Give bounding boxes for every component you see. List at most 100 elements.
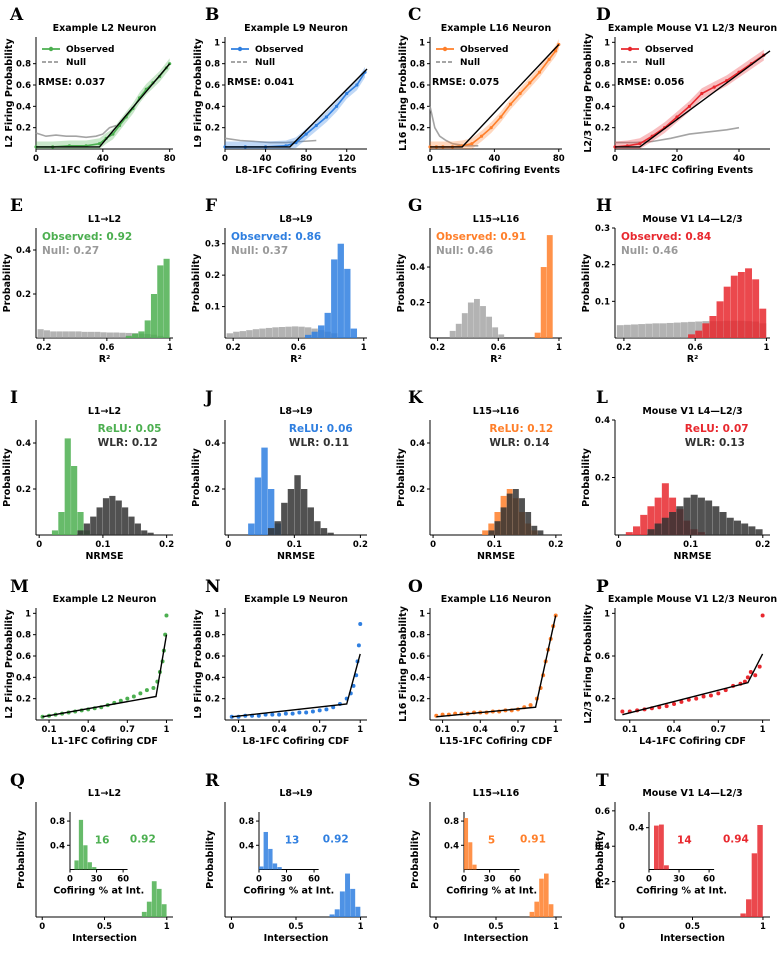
panel-H: H Mouse V1 L4—L2/3 0.2 0.6 1 0.1 0.2 0.3 R² Proba…: [581, 196, 770, 365]
bar: [43, 330, 50, 338]
x-axis-label: R²: [290, 354, 301, 365]
observed-point: [304, 710, 309, 715]
panel-label: J: [203, 388, 213, 408]
x-tick-label: 1: [164, 922, 170, 932]
legend-null-label: Null: [255, 58, 275, 68]
observed-point: [310, 709, 315, 714]
panel-label: P: [596, 577, 609, 597]
x-axis-label: Intersection: [264, 933, 329, 944]
y-tick-label: 1: [25, 609, 31, 619]
x-tick-label: 0.4: [667, 725, 682, 735]
bar: [294, 475, 301, 535]
legend-annotation: Null: 0.46: [436, 245, 493, 257]
observed-point: [304, 132, 308, 136]
bar: [285, 326, 292, 338]
inset: 0 30 60 0.4 Cofiring % at Int. 14: [629, 812, 727, 897]
observed-series-line: [430, 44, 560, 148]
x-tick-label: 1: [361, 343, 367, 353]
x-tick-label: 0.2: [159, 540, 174, 550]
panel-title: Mouse V1 L4—L2/3: [642, 406, 742, 417]
bar: [757, 825, 763, 917]
panel-N: N Example L9 Neuron 0.1 0.4 0.7 1 0.2 0.4 0.6 0.8…: [193, 577, 367, 747]
y-tick-label: 0.2: [595, 261, 610, 271]
plot-area: [226, 243, 358, 338]
x-tick-label: 0.1: [95, 540, 110, 550]
x-tick-label: 0.6: [99, 343, 114, 353]
x-tick-label: 0.1: [435, 725, 450, 735]
x-axis-label: L1-1FC Cofiring CDF: [51, 736, 158, 747]
plot-area: [248, 447, 334, 535]
observed-error-band: [430, 39, 559, 149]
rmse-annotation: RMSE: 0.056: [617, 77, 685, 88]
y-axis-label: Probability: [396, 253, 407, 312]
inset-annotation: 16: [95, 835, 110, 847]
fit-line: [622, 653, 764, 716]
bar: [745, 268, 752, 338]
observed-point: [151, 686, 156, 690]
y-tick-label: 0.4: [595, 102, 610, 112]
bar: [259, 328, 266, 338]
bar: [109, 495, 116, 535]
inset-bar: [654, 825, 659, 870]
bar: [548, 904, 554, 917]
bar: [500, 507, 507, 535]
bar: [740, 913, 746, 917]
observed-point: [489, 126, 493, 130]
y-tick-label: 0.8: [410, 60, 425, 70]
bar: [688, 321, 695, 338]
panel-F: F L8→L9 0.2 0.6 1 0.1 0.2 0.3 R² Probability Obser…: [191, 196, 367, 365]
y-tick-label: 0.4: [410, 673, 425, 683]
null-series-line: [429, 106, 479, 147]
y-tick-label: 0.4: [595, 842, 610, 852]
y-tick-label: 0.2: [410, 299, 425, 309]
bar: [233, 331, 240, 338]
observed-error-band: [225, 66, 365, 149]
plot-area: [616, 268, 767, 338]
x-axis-label: L4-1FC Cofiring CDF: [639, 736, 746, 747]
x-tick-label: 0.4: [81, 725, 96, 735]
panel-title: L8→L9: [279, 406, 312, 417]
bar: [324, 312, 331, 338]
y-tick-label: 0.6: [595, 807, 610, 817]
legend: Observed Null: [621, 45, 693, 68]
x-tick-label: 0: [619, 922, 625, 932]
x-axis-label: NRMSE: [277, 551, 315, 562]
panel-label: N: [205, 577, 221, 597]
bar: [248, 523, 255, 535]
bar: [62, 331, 69, 338]
bar: [544, 873, 549, 917]
bar: [163, 258, 170, 338]
y-tick-label: 0.2: [595, 474, 610, 484]
bar: [337, 243, 344, 338]
observed-point: [757, 664, 762, 669]
axes: 0.1 0.4 0.7 1 0.2 0.6 1 L4-1FC Cofiring CDF L2/3…: [583, 604, 770, 747]
bar: [96, 507, 103, 535]
panel-title: L15→L16: [473, 406, 520, 417]
bar: [157, 265, 164, 338]
x-tick-label: 1: [556, 343, 562, 353]
x-tick-label: 0.6: [491, 343, 506, 353]
fit-line: [615, 50, 771, 148]
bar: [56, 331, 63, 338]
bar: [746, 899, 752, 917]
axes: 0 0.5 1 Intersection Probability: [205, 802, 367, 944]
panel-E: E L1→L2 0.2 0.6 1 0.2 0.4 R² Probability Observed…: [2, 196, 173, 365]
bar: [156, 888, 162, 917]
bar: [645, 323, 653, 338]
rmse-annotation: RMSE: 0.075: [432, 77, 499, 88]
bar: [83, 523, 90, 535]
panel-K: K L15→L16 0 0.1 0.2 0.2 0.4 NRMSE Probability ReL…: [396, 388, 563, 562]
inset-x-tick-label: 0: [646, 875, 652, 885]
panel-title: Example Mouse V1 L2/3 Neuron: [608, 594, 778, 605]
x-tick-label: 0.7: [312, 725, 327, 735]
inset-bar: [74, 860, 79, 870]
x-tick-label: 0.7: [120, 725, 135, 735]
observed-point: [553, 49, 558, 53]
bar: [669, 512, 677, 535]
inset: 0 30 60 0.4 0.8 Cofiring % at Int. 16: [50, 812, 144, 897]
bar: [540, 267, 547, 338]
bar: [144, 320, 151, 338]
panel-O: O Example L16 Neuron 0.1 0.4 0.7 1 0.2 0.4 0.6 0.…: [398, 577, 562, 747]
bar: [534, 332, 541, 338]
x-tick-label: 0: [427, 154, 433, 164]
